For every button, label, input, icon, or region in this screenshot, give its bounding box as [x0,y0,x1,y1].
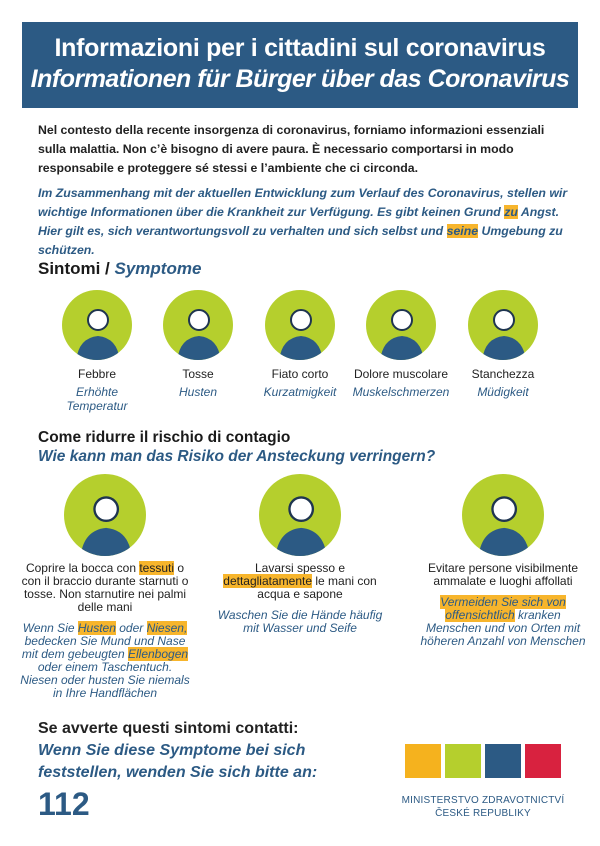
title-italian: Informazioni per i cittadini sul coronav… [54,34,546,62]
symptom-item: Dolore muscolare Muskelschmerzen [351,290,451,399]
contact-text: Se avverte questi sintomi contatti: Wenn… [38,718,317,784]
text-segment: Im Zusammenhang mit der aktuellen Entwic… [38,186,568,219]
highlighted-text: Husten [77,621,116,635]
contact-german-line1: Wenn Sie diese Symptome bei sich [38,742,306,759]
emergency-number: 112 [38,786,90,822]
text-segment: oder [115,621,147,635]
thermometer-person-icon [62,290,132,360]
title-german: Informationen für Bürger über das Corona… [30,65,570,93]
highlighted-text: dettagliatamente [223,574,313,588]
fatigue-icon [468,290,538,360]
prevention-german: Vermeiden Sie sich von offensichtlich kr… [418,595,588,648]
symptom-italian: Dolore muscolare [353,367,449,381]
symptom-item: Fiato corto Kurzatmigkeit [250,290,350,399]
text-segment: Umgebung zu schützen. [38,224,563,257]
intro: Nel contesto della recente insorgenza di… [38,121,568,260]
text-segment: Angst. Hier gilt es, sich verantwortungs… [38,205,560,238]
text-segment: kranken Menschen und von Orten mit höher… [420,608,586,648]
contact-italian: Se avverte questi sintomi contatti: [38,720,299,737]
hand-washing-icon [259,474,341,556]
muscle-pain-icon [366,290,436,360]
symptoms-heading-german: Symptome [114,259,202,278]
prevention-italian: Coprire la bocca con tessuti o con il br… [20,561,190,614]
symptom-item: Febbre Erhöhte Temperatur [47,290,147,413]
prevention-heading: Come ridurre il rischio di contagio Wie … [38,428,435,466]
intro-german: Im Zusammenhang mit der aktuellen Entwic… [38,184,568,260]
text-segment: Coprire la bocca con [25,561,140,575]
prevention-item: Lavarsi spesso e dettagliatamente le man… [215,474,385,635]
short-breath-icon [265,290,335,360]
prevention-heading-italian: Come ridurre il rischio di contagio [38,429,291,446]
title-banner: Informazioni per i cittadini sul coronav… [22,22,578,108]
symptoms-heading: Sintomi / Symptome [38,259,201,279]
prevention-item: Evitare persone visibilmente ammalate e … [418,474,588,648]
contact-german-line2: feststellen, wenden Sie sich bitte an: [38,764,318,781]
text-segment: Lavarsi spesso e [254,561,346,575]
prevention-italian: Lavarsi spesso e dettagliatamente le man… [215,562,385,601]
symptom-italian: Tosse [182,367,214,381]
symptom-item: Tosse Husten [148,290,248,399]
text-segment: Evitare persone visibilmente ammalate e … [427,561,579,588]
symptom-italian: Stanchezza [471,367,535,381]
prevention-item: Coprire la bocca con tessuti o con il br… [20,474,190,700]
symptom-german: Kurzatmigkeit [263,385,337,399]
highlighted-text: seine [446,224,479,238]
logo-block [525,744,561,778]
text-segment: oder einem Taschentuch. Niesen oder hust… [20,660,190,700]
prevention-heading-german: Wie kann man das Risiko der Ansteckung v… [38,448,436,465]
symptom-item: Stanchezza Müdigkeit [453,290,553,399]
symptoms-heading-italian: Sintomi / [38,259,115,278]
symptom-german: Husten [178,385,218,399]
tissue-sneeze-icon [64,474,146,556]
text-segment: le mani con acqua e sapone [257,574,377,601]
prevention-italian: Evitare persone visibilmente ammalate e … [418,562,588,588]
highlighted-text: Ellenbogen [128,647,189,661]
highlighted-text: zu [504,205,518,219]
text-segment: Wenn Sie [22,621,78,635]
logo-line2: ČESKÉ REPUBLIKY [435,808,531,819]
avoid-crowds-icon [462,474,544,556]
logo-blocks [398,744,568,778]
symptom-german: Müdigkeit [477,385,529,399]
intro-italian: Nel contesto della recente insorgenza di… [38,121,568,178]
logo-block [405,744,441,778]
text-segment: o con il braccio durante starnuti o toss… [21,561,189,614]
text-segment: bedecken Sie Mund und Nase mit dem gebeu… [21,634,186,661]
ministry-logo: MINISTERSTVO ZDRAVOTNICTVÍ ČESKÉ REPUBLIK… [398,744,568,820]
coughing-person-icon [163,290,233,360]
text-segment: Nel contesto della recente insorgenza di… [38,123,545,175]
symptom-german: Muskelschmerzen [352,385,450,399]
logo-line1: MINISTERSTVO ZDRAVOTNICTVÍ [401,795,565,806]
highlighted-text: Niesen, [146,621,188,635]
highlighted-text: tessuti [139,561,175,575]
symptom-italian: Febbre [77,367,117,381]
symptom-italian: Fiato corto [271,367,329,381]
prevention-german: Wenn Sie Husten oder Niesen, bedecken Si… [20,621,190,700]
prevention-german: Waschen Sie die Hände häufig mit Wasser … [215,609,385,635]
symptom-german: Erhöhte Temperatur [66,385,128,413]
logo-block [445,744,481,778]
text-segment: Waschen Sie die Hände häufig mit Wasser … [217,608,383,635]
logo-block [485,744,521,778]
